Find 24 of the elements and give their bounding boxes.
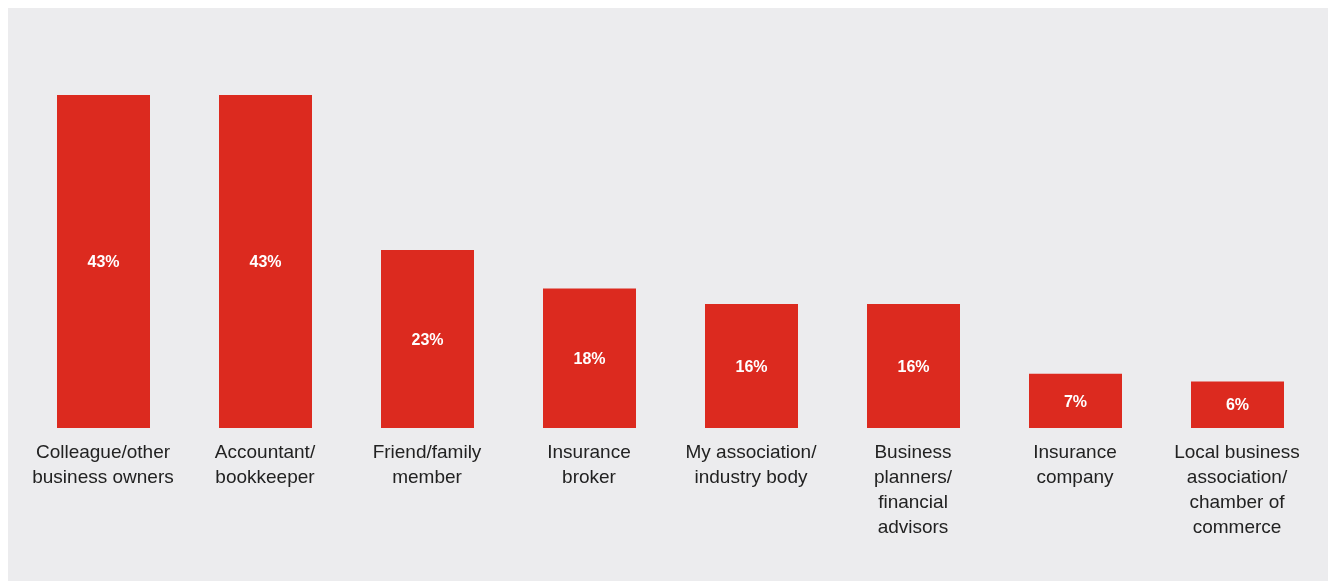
bar bbox=[543, 288, 636, 428]
data-label: 18% bbox=[573, 349, 606, 367]
data-label: 7% bbox=[1063, 392, 1088, 410]
bar bbox=[867, 304, 960, 428]
x-tick-label: My association/industry body bbox=[685, 441, 818, 487]
x-tick-label: Insurance company bbox=[1033, 441, 1117, 487]
bar bbox=[705, 304, 798, 428]
x-tick-label: Insurance broker bbox=[547, 441, 631, 487]
bar bbox=[1029, 373, 1122, 428]
data-label: 16% bbox=[735, 357, 768, 375]
x-tick-label: Accountant/bookkeeper bbox=[214, 441, 316, 487]
x-tick-label: Local business association/chamber of commerce bbox=[1174, 441, 1300, 537]
x-tick-label: Friend/family member bbox=[372, 441, 482, 487]
x-tick-label: Colleague/other business owners bbox=[32, 441, 174, 487]
x-tick-label: Business planners/financial advisors bbox=[873, 441, 953, 537]
data-label: 43% bbox=[87, 253, 120, 271]
bar bbox=[1191, 381, 1284, 428]
data-label: 23% bbox=[411, 330, 444, 348]
data-label: 43% bbox=[249, 253, 282, 271]
bar bbox=[219, 95, 312, 428]
data-label: 16% bbox=[897, 357, 930, 375]
bar bbox=[57, 95, 150, 428]
bar bbox=[381, 249, 474, 428]
data-label: 6% bbox=[1225, 396, 1250, 414]
